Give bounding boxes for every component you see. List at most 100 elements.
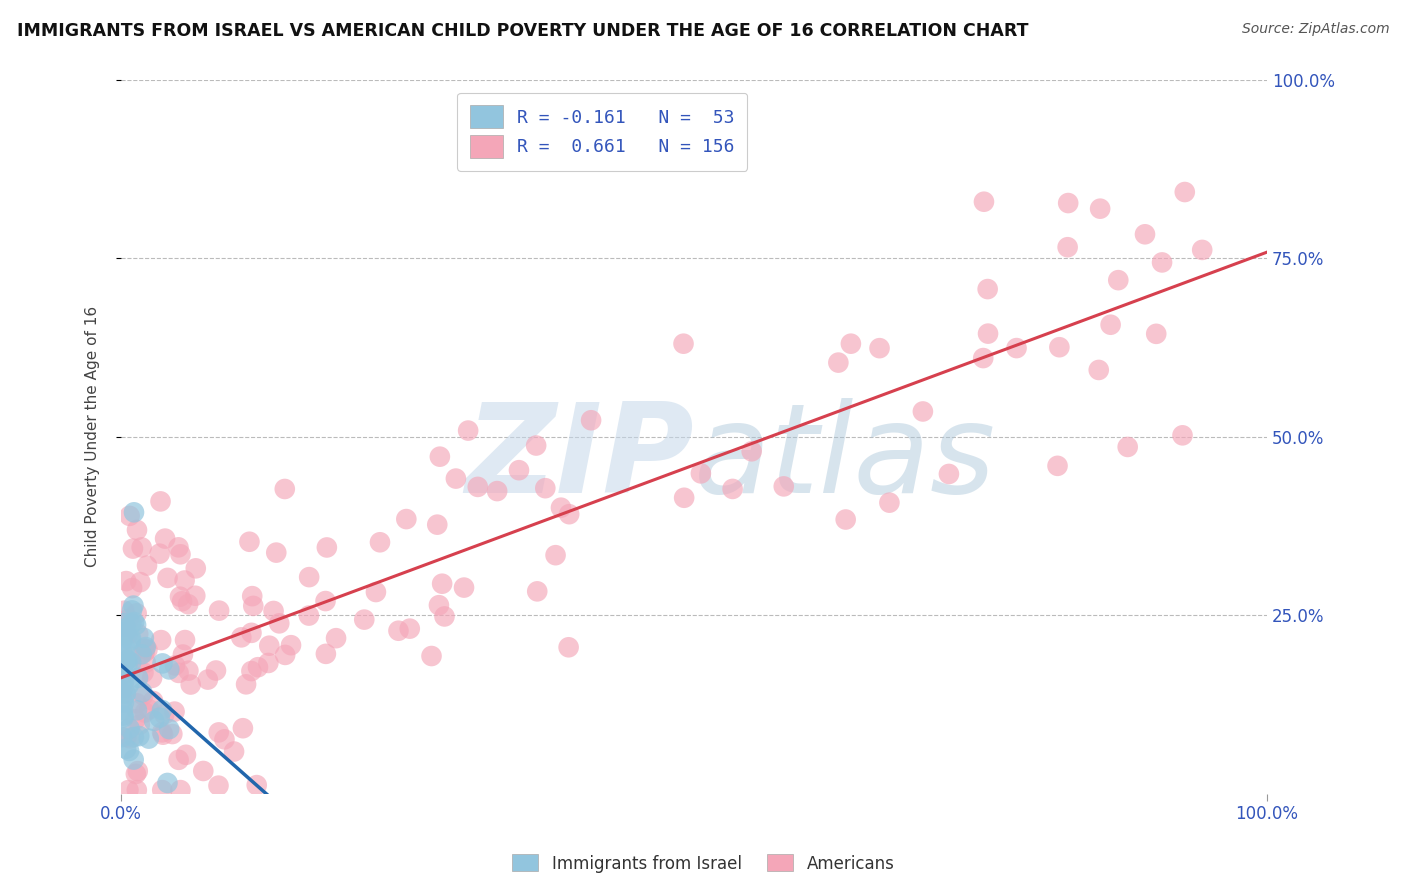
Point [430, 576, 453, 591]
Point [135, 640, 157, 654]
Point [1005, 341, 1028, 355]
Point [689, 467, 711, 481]
Point [120, 633, 142, 648]
Point [125, 523, 148, 537]
Point [235, 677, 257, 691]
Point [111, 633, 134, 648]
Point [1046, 458, 1069, 473]
Point [111, 730, 134, 744]
Point [544, 548, 567, 562]
Point [1144, 326, 1167, 341]
Point [118, 744, 141, 758]
Point [115, 624, 138, 639]
Point [395, 512, 418, 526]
Point [1099, 318, 1122, 332]
Point [111, 687, 134, 701]
Point [122, 730, 145, 744]
Point [558, 507, 581, 521]
Point [115, 687, 138, 701]
Point [269, 616, 291, 631]
Point [125, 783, 148, 797]
Point [156, 776, 179, 790]
Point [911, 404, 934, 418]
Point [972, 351, 994, 365]
Point [125, 703, 148, 717]
Point [174, 747, 197, 762]
Point [117, 783, 139, 797]
Point [193, 764, 215, 778]
Point [534, 481, 557, 495]
Point [240, 589, 263, 603]
Point [973, 194, 995, 209]
Point [112, 696, 135, 710]
Point [131, 541, 153, 555]
Point [120, 616, 142, 631]
Point [153, 532, 176, 546]
Point [207, 779, 229, 793]
Point [184, 589, 207, 603]
Point [672, 336, 695, 351]
Point [112, 604, 135, 618]
Point [136, 558, 159, 573]
Point [938, 467, 960, 481]
Point [879, 496, 901, 510]
Point [163, 658, 186, 673]
Point [122, 753, 145, 767]
Point [387, 624, 409, 638]
Point [117, 657, 139, 671]
Point [467, 480, 489, 494]
Point [772, 479, 794, 493]
Point [298, 608, 321, 623]
Point [264, 546, 287, 560]
Point [1107, 273, 1129, 287]
Point [118, 722, 141, 736]
Point [117, 653, 139, 667]
Point [115, 741, 138, 756]
Point [118, 508, 141, 523]
Point [240, 664, 263, 678]
Point [453, 581, 475, 595]
Point [741, 444, 763, 458]
Point [150, 703, 173, 717]
Point [1174, 185, 1197, 199]
Point [208, 604, 231, 618]
Point [205, 664, 228, 678]
Point [135, 656, 157, 670]
Point [839, 336, 862, 351]
Point [259, 639, 281, 653]
Point [274, 482, 297, 496]
Point [486, 484, 509, 499]
Y-axis label: Child Poverty Under the Age of 16: Child Poverty Under the Age of 16 [86, 306, 100, 567]
Point [325, 631, 347, 645]
Point [122, 599, 145, 613]
Point [1088, 202, 1111, 216]
Point [115, 654, 138, 668]
Point [112, 627, 135, 641]
Point [122, 541, 145, 556]
Point [177, 597, 200, 611]
Point [173, 574, 195, 588]
Point [115, 730, 138, 744]
Point [721, 482, 744, 496]
Point [112, 625, 135, 640]
Point [120, 632, 142, 646]
Legend: R = -0.161   N =  53, R =  0.661   N = 156: R = -0.161 N = 53, R = 0.661 N = 156 [457, 93, 747, 170]
Point [214, 732, 236, 747]
Point [834, 512, 856, 526]
Point [1047, 340, 1070, 354]
Point [127, 764, 149, 778]
Point [315, 647, 337, 661]
Point [125, 697, 148, 711]
Point [143, 714, 166, 728]
Point [524, 438, 547, 452]
Point [827, 356, 849, 370]
Point [240, 625, 263, 640]
Point [172, 594, 194, 608]
Point [114, 640, 136, 655]
Point [184, 561, 207, 575]
Point [222, 745, 245, 759]
Point [246, 778, 269, 792]
Point [368, 535, 391, 549]
Point [157, 722, 180, 736]
Point [977, 326, 1000, 341]
